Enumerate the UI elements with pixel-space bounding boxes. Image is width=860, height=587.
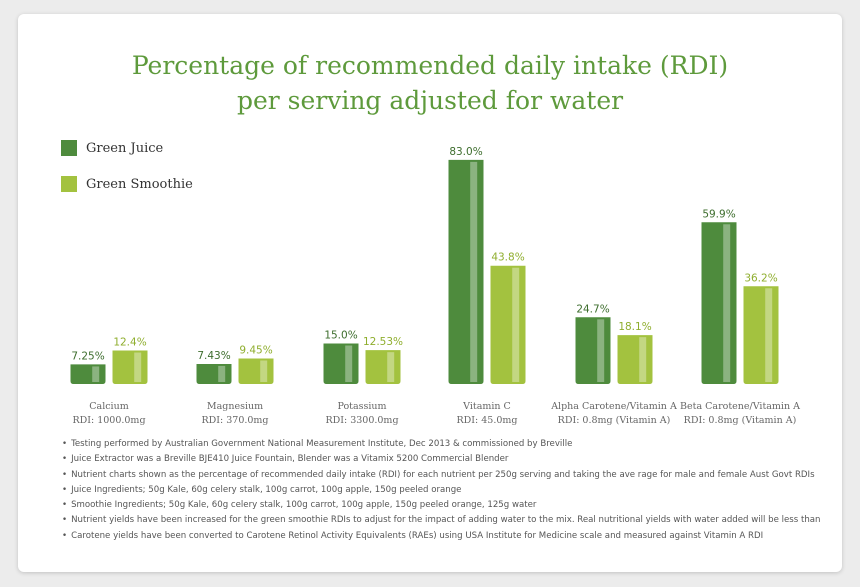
bar-green-smoothie [617,335,653,384]
bar-green-juice [448,159,484,384]
category-label: Calcium [89,401,128,412]
bar-green-juice [575,317,611,384]
footnote: Smoothie Ingredients; 50g Kale, 60g cele… [62,498,822,513]
data-label-green-smoothie: 43.8% [491,252,524,264]
rdi-label: RDI: 0.8mg (Vitamin A) [558,415,671,426]
bar-highlight-green-smoothie [387,352,395,382]
legend-swatch-green-smoothie [61,176,77,192]
bar-highlight-green-smoothie [639,337,647,382]
footnote: Nutrient yields have been increased for … [62,513,822,528]
chart-title-line-1: Percentage of recommended daily intake (… [131,51,729,80]
legend-swatch-green-juice [61,140,77,156]
category-label: Alpha Carotene/Vitamin A [550,401,677,412]
bar-highlight-green-juice [597,319,605,382]
bar-green-smoothie [490,265,526,384]
rdi-label: RDI: 370.0mg [201,415,268,426]
bar-highlight-green-juice [92,366,100,382]
chart-title-line-2: per serving adjusted for water [236,86,624,115]
legend-label-green-juice: Green Juice [86,140,164,156]
bar-highlight-green-smoothie [134,352,142,382]
bar-green-juice [196,363,232,384]
data-label-green-smoothie: 36.2% [744,272,777,284]
legend-label-green-smoothie: Green Smoothie [86,176,193,192]
bar-green-smoothie [743,286,779,384]
bar-highlight-green-juice [470,161,478,382]
rdi-label: RDI: 45.0mg [457,415,518,426]
legend-item-green-smoothie: Green Smoothie [61,176,193,192]
data-label-green-juice: 59.9% [702,208,735,220]
data-label-green-juice: 83.0% [449,146,482,158]
category-label: Vitamin C [462,401,511,412]
data-label-green-smoothie: 18.1% [618,321,651,333]
category-label: Potassium [337,401,386,412]
category-label: Beta Carotene/Vitamin A [680,401,800,412]
data-label-green-smoothie: 12.53% [363,336,403,348]
rdi-label: RDI: 0.8mg (Vitamin A) [684,415,797,426]
footnote: Juice Extractor was a Breville BJE410 Ju… [62,452,822,467]
rdi-label: RDI: 1000.0mg [72,415,145,426]
bar-highlight-green-juice [723,224,731,382]
category-label: Magnesium [207,401,263,412]
data-label-green-smoothie: 12.4% [113,337,146,349]
data-label-green-juice: 7.43% [197,350,230,362]
chart-title: Percentage of recommended daily intake (… [0,48,860,118]
data-label-green-juice: 15.0% [324,330,357,342]
bar-highlight-green-juice [345,345,353,382]
bar-green-smoothie [112,350,148,384]
bar-highlight-green-smoothie [260,360,268,382]
data-label-green-smoothie: 9.45% [239,344,272,356]
bar-green-smoothie [238,358,274,384]
data-label-green-juice: 7.25% [71,350,104,362]
bar-highlight-green-smoothie [512,267,520,382]
footnote: Juice Ingredients; 50g Kale, 60g celery … [62,483,822,498]
bar-green-juice [70,364,106,384]
legend-item-green-juice: Green Juice [61,140,163,156]
footnote: Nutrient charts shown as the percentage … [62,468,822,483]
bar-highlight-green-juice [218,365,226,382]
bar-highlight-green-smoothie [765,288,773,382]
bar-green-juice [701,222,737,384]
rdi-label: RDI: 3300.0mg [325,415,398,426]
footnotes: Testing performed by Australian Governme… [62,437,822,544]
footnote: Carotene yields have been converted to C… [62,529,822,544]
data-label-green-juice: 24.7% [576,303,609,315]
bar-green-smoothie [365,350,401,384]
footnote: Testing performed by Australian Governme… [62,437,822,452]
bar-green-juice [323,343,359,384]
